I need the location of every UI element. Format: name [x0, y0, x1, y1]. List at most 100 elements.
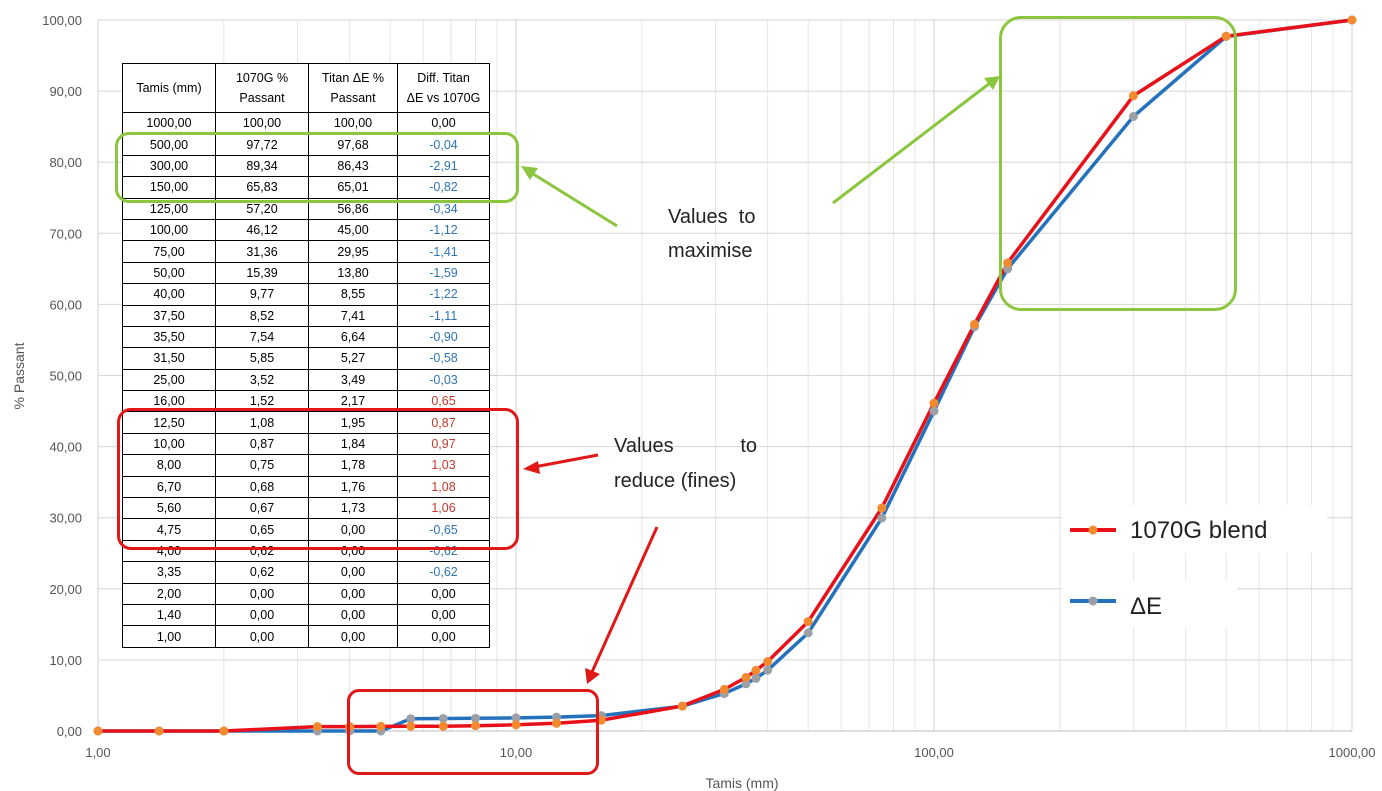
y-axis-title: % Passant [11, 342, 27, 409]
cell-1070g: 100,00 [215, 111, 309, 135]
cell-1070g: 3,52 [215, 368, 309, 392]
cell-tamis: 10,00 [122, 432, 216, 456]
table-row: 1000,00 100,00 100,00 0,00 [122, 111, 490, 135]
cell-tamis: 75,00 [122, 240, 216, 263]
legend-label-1070g: 1070G blend [1130, 517, 1267, 544]
header-diff: Diff. Titan ΔE vs 1070G [397, 63, 490, 113]
table-row: 4,75 0,65 0,00 -0,65 [122, 518, 490, 541]
y-tick-label: 10,00 [49, 653, 82, 668]
cell-titan: 0,00 [308, 625, 398, 648]
table-row: 75,00 31,36 29,95 -1,41 [122, 240, 490, 263]
header-tamis: Tamis (mm) [122, 63, 216, 113]
data-point-1070g [751, 665, 761, 675]
cell-titan: 56,86 [308, 197, 398, 220]
y-tick-label: 50,00 [49, 369, 82, 384]
y-tick-label: 100,00 [42, 13, 82, 28]
data-point-1070g [1128, 91, 1138, 101]
cell-1070g: 8,52 [215, 304, 309, 327]
table-row: 125,00 57,20 56,86 -0,34 [122, 197, 490, 220]
cell-1070g: 0,00 [215, 582, 309, 605]
cell-diff: 1,08 [397, 475, 490, 499]
data-point-1070g [406, 721, 416, 731]
cell-1070g: 65,83 [215, 176, 309, 199]
data-point-1070g [970, 319, 980, 329]
data-point-de [1128, 111, 1138, 121]
cell-titan: 29,95 [308, 240, 398, 263]
data-point-1070g [1003, 258, 1013, 268]
table-body: 1000,00 100,00 100,00 0,00 500,00 97,72 97,68-… [122, 111, 490, 648]
cell-diff: 0,00 [397, 625, 490, 648]
table-row: 1,00 0,00 0,00 0,00 [122, 625, 490, 648]
cell-tamis: 1,40 [122, 603, 216, 627]
data-point-de [803, 628, 813, 638]
table-row: 500,00 97,72 97,68 -0,04 [122, 133, 490, 156]
data-point-1070g [312, 722, 322, 732]
cell-tamis: 50,00 [122, 261, 216, 285]
legend-marker-de [1088, 596, 1098, 606]
table-row: 1,40 0,00 0,00 0,00 [122, 603, 490, 627]
y-tick-label: 40,00 [49, 440, 82, 455]
cell-titan: 7,41 [308, 304, 398, 327]
cell-tamis: 1000,00 [122, 111, 216, 135]
table-row: 37,50 8,52 7,41 -1,11 [122, 304, 490, 327]
header-1070g: 1070G % Passant [215, 63, 309, 113]
data-table: Tamis (mm) 1070G % Passant Titan ΔE % Pass… [122, 63, 490, 648]
x-tick-labels: 1,00 10,00 100,00 1000,00 [85, 745, 1375, 760]
data-point-1070g [741, 672, 751, 682]
x-axis-title: Tamis (mm) [705, 775, 778, 791]
data-point-1070g [438, 721, 448, 731]
y-tick-label: 20,00 [49, 582, 82, 597]
data-point-1070g [763, 657, 773, 667]
cell-diff: 0,00 [397, 603, 490, 627]
data-point-de [438, 713, 448, 723]
cell-diff: -2,91 [397, 154, 490, 178]
table-row: 16,00 1,52 2,17 0,65 [122, 390, 490, 413]
data-point-de [763, 665, 773, 675]
cell-1070g: 46,12 [215, 218, 309, 242]
cell-diff: 0,00 [397, 582, 490, 605]
cell-tamis: 37,50 [122, 304, 216, 327]
table-row: 100,00 46,12 45,00 -1,12 [122, 218, 490, 242]
table-row: 12,50 1,08 1,95 0,87 [122, 411, 490, 434]
cell-1070g: 15,39 [215, 261, 309, 285]
cell-diff: 0,00 [397, 111, 490, 135]
table-row: 50,00 15,39 13,80 -1,59 [122, 261, 490, 285]
cell-diff: 0,97 [397, 432, 490, 456]
arrow-to-table-green [521, 166, 618, 228]
cell-diff: -0,03 [397, 368, 490, 392]
cell-diff: 1,06 [397, 497, 490, 520]
y-tick-label: 60,00 [49, 297, 82, 312]
cell-diff: -0,04 [397, 133, 490, 156]
table-row: 4,00 0,62 0,00 -0,62 [122, 539, 490, 563]
cell-tamis: 16,00 [122, 390, 216, 413]
cell-titan: 13,80 [308, 261, 398, 285]
data-point-de [470, 713, 480, 723]
reduce-line-2: reduce (fines) [614, 470, 736, 492]
table-row: 25,00 3,52 3,49 -0,03 [122, 368, 490, 392]
cell-titan: 0,00 [308, 561, 398, 584]
cell-tamis: 35,50 [122, 325, 216, 349]
table-row: 5,60 0,67 1,73 1,06 [122, 497, 490, 520]
cell-titan: 0,00 [308, 603, 398, 627]
cell-titan: 5,27 [308, 347, 398, 370]
cell-1070g: 31,36 [215, 240, 309, 263]
data-point-de [741, 679, 751, 689]
data-point-1070g [677, 701, 687, 711]
y-tick-label: 30,00 [49, 511, 82, 526]
cell-diff: -1,59 [397, 261, 490, 285]
table-row: 31,50 5,85 5,27 -0,58 [122, 347, 490, 370]
data-point-1070g [511, 720, 521, 730]
cell-tamis: 40,00 [122, 283, 216, 306]
cell-titan: 3,49 [308, 368, 398, 392]
cell-tamis: 2,00 [122, 582, 216, 605]
arrow-to-chart-green [832, 76, 1000, 205]
cell-diff: -0,58 [397, 347, 490, 370]
data-point-1070g [1347, 15, 1357, 25]
y-tick-label: 90,00 [49, 84, 82, 99]
cell-tamis: 3,35 [122, 561, 216, 584]
cell-diff: -1,12 [397, 218, 490, 242]
table-row: 300,00 89,34 86,43 -2,91 [122, 154, 490, 178]
cell-titan: 6,64 [308, 325, 398, 349]
data-point-de [877, 513, 887, 523]
cell-titan: 86,43 [308, 154, 398, 178]
